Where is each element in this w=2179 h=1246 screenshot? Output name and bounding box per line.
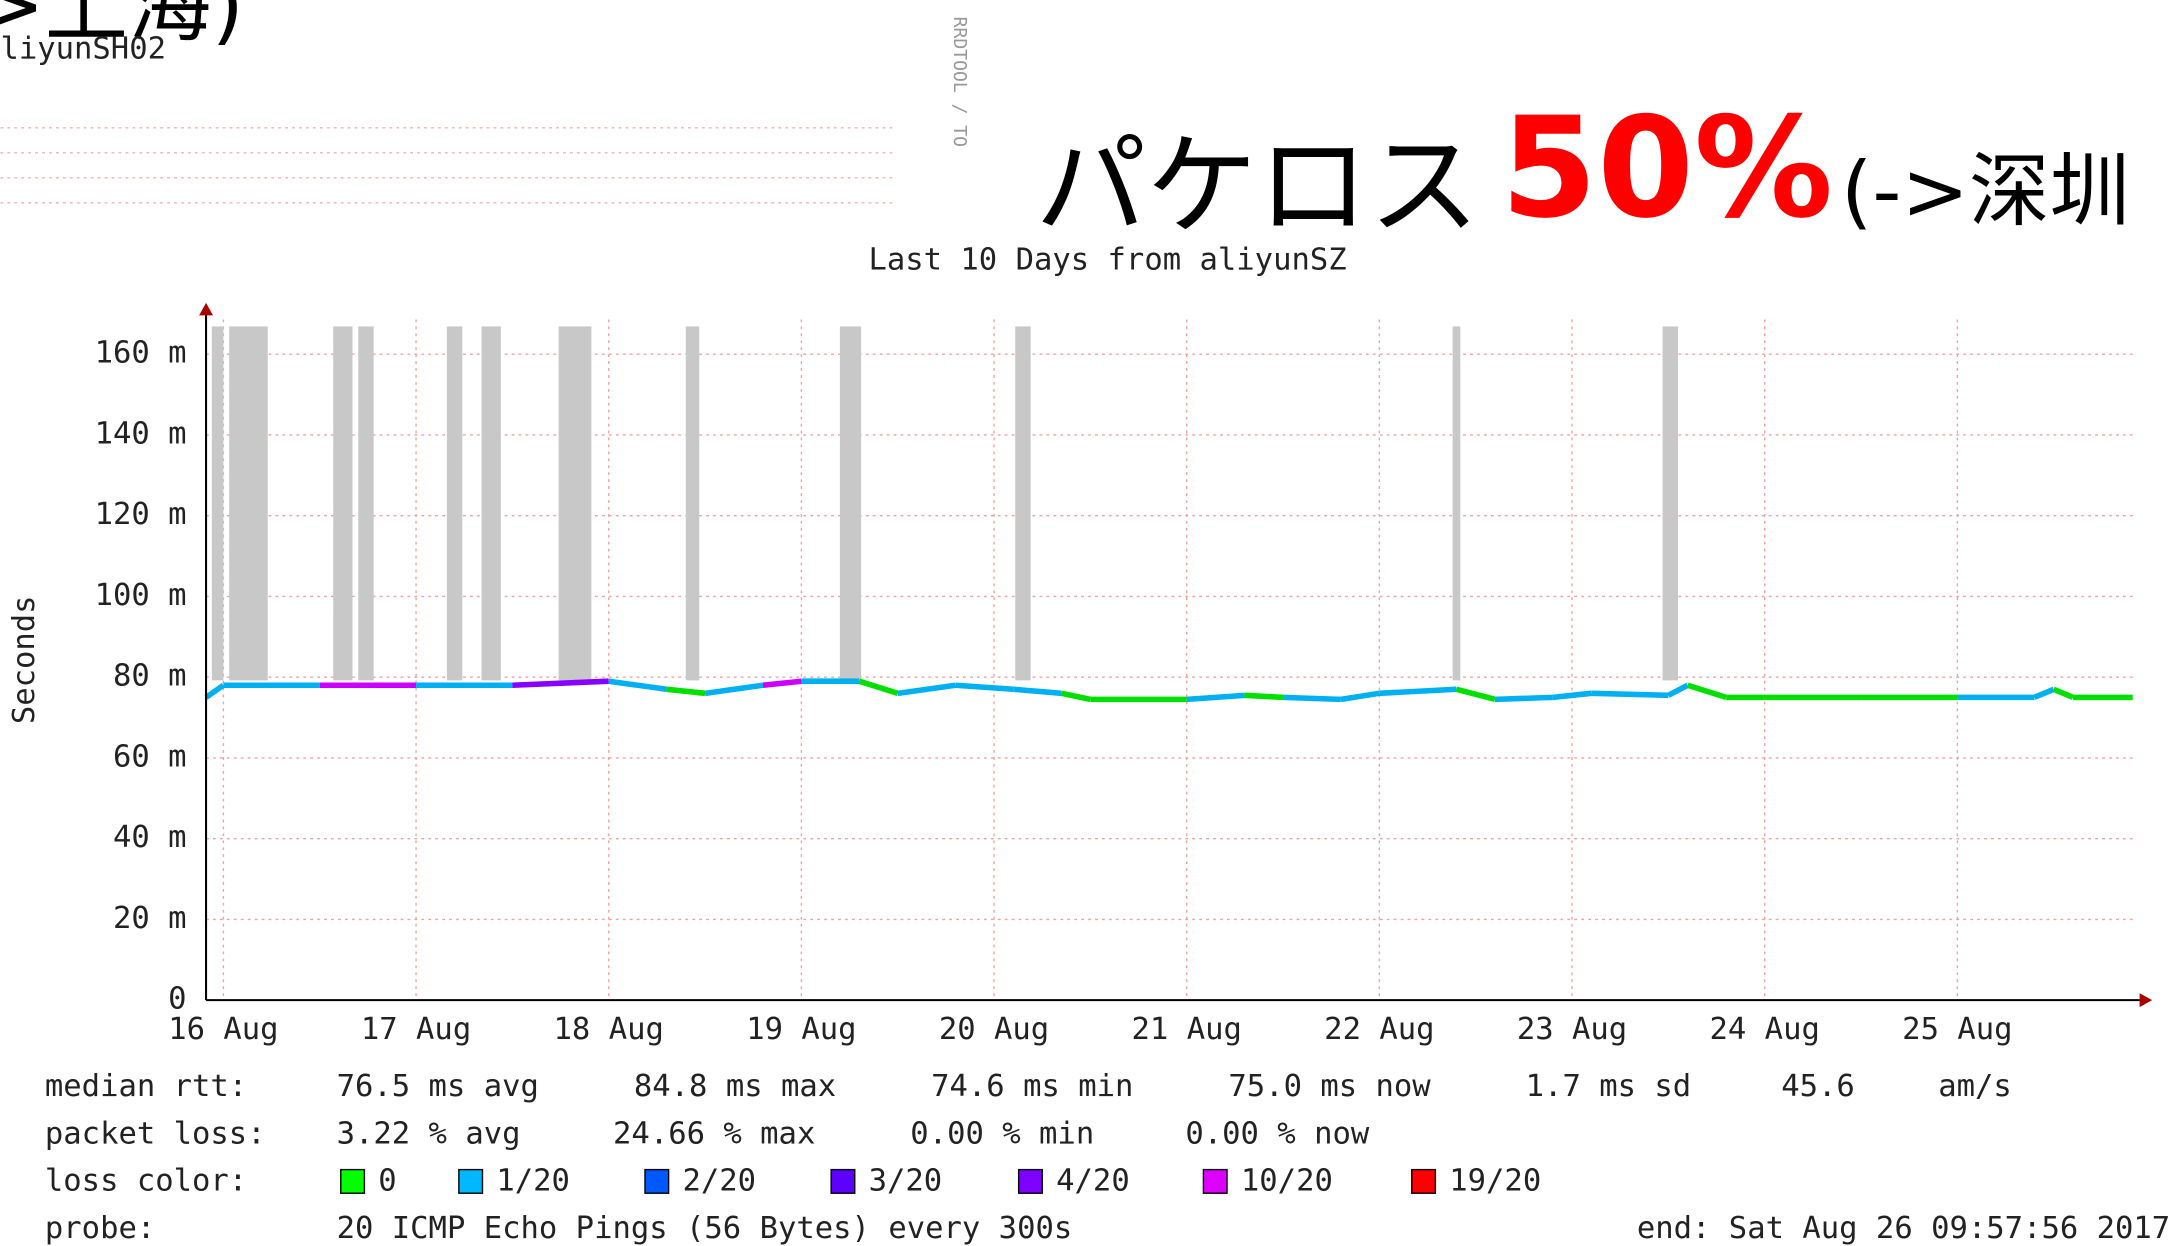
legend-swatch [830,1168,856,1194]
legend-swatch [644,1168,670,1194]
x-tick-label: 16 Aug [168,1012,278,1047]
y-tick-label: 140 m [95,416,187,451]
legend-stat: 3.22 % avg [337,1116,521,1151]
line-segment [2033,686,2055,700]
line-segment [1455,686,1496,703]
left-chart-fragment [0,127,897,204]
legend-stat: 45.6 [1781,1069,1855,1104]
y-tick-label: 0 [168,982,186,1017]
legend-entry: 4/20 [1056,1164,1130,1199]
legend-swatch [1411,1168,1437,1194]
axis-arrow [2139,993,2153,1008]
legend-stat: am/s [1938,1069,2012,1104]
y-tick-label: 60 m [113,739,187,774]
legend-entry: 19/20 [1449,1164,1541,1199]
legend-stat: 76.5 ms avg [337,1069,539,1104]
legend-label: median rtt: [45,1069,247,1104]
y-tick-label: 120 m [95,497,187,532]
line-segment [1060,690,1091,703]
legend-stat: 24.66 % max [613,1116,815,1151]
legend-swatch [1202,1168,1228,1194]
y-tick-label: 80 m [113,659,187,694]
y-axis-label: Seconds [7,595,42,724]
y-tick-label: 100 m [95,578,187,613]
x-tick-label: 25 Aug [1902,1012,2012,1047]
line-segment [1552,690,1592,701]
legend-entry: 0 [378,1164,396,1199]
line-segment [897,682,956,697]
overlay-percent: 50% [1501,87,1833,249]
left-subtitle: liyunSH02 [0,32,166,67]
legend-swatch [340,1168,366,1194]
line-segment [955,682,1014,693]
loss-span [481,326,501,681]
legend-stat: 0.00 % now [1185,1116,1370,1151]
legend-stat: 75.0 ms now [1228,1069,1431,1104]
line-segment [1379,686,1457,697]
line-segment [1667,682,1689,698]
loss-span [358,326,374,681]
legend-label: packet loss: [45,1116,266,1151]
loss-span [1662,326,1679,681]
line-segment [762,678,802,689]
end-time: end: Sat Aug 26 09:57:56 2017 [1637,1211,2170,1246]
legend-stat: 0.00 % min [910,1116,1094,1151]
legend-stat: 1.7 ms sd [1526,1069,1692,1104]
legend-entry: 2/20 [683,1164,757,1199]
line-segment [1591,690,1669,699]
overlay-text: パケロス [1035,123,1479,252]
x-tick-label: 17 Aug [361,1012,471,1047]
loss-span [839,326,862,681]
line-segment [1686,682,1728,701]
loss-span [211,326,224,681]
line-segment [1494,694,1553,703]
line-segment [2052,686,2075,700]
watermark: RRDTOOL / TO [949,17,970,147]
x-tick-label: 24 Aug [1710,1012,1820,1047]
loss-span [333,326,353,681]
legend-entry: 3/20 [869,1164,943,1199]
loss-span [229,326,268,681]
axis-arrow [199,302,213,316]
legend-entry: 1/20 [496,1164,570,1199]
probe-text: 20 ICMP Echo Pings (56 Bytes) every 300s [337,1211,1073,1246]
line-segment [1186,692,1245,703]
chart-title: Last 10 Days from aliyunSZ [868,243,1346,278]
loss-span [1452,326,1461,681]
legend-stat: 74.6 ms min [931,1069,1133,1104]
y-tick-label: 160 m [95,336,187,371]
line-segment [1244,692,1284,701]
x-tick-label: 21 Aug [1132,1012,1242,1047]
loss-span [446,326,463,681]
y-tick-label: 40 m [113,820,187,855]
legend-swatch [1017,1168,1043,1194]
x-tick-label: 20 Aug [939,1012,1049,1047]
loss-span [558,326,592,681]
loss-span [685,326,700,681]
x-tick-label: 19 Aug [746,1012,856,1047]
line-segment [704,682,764,697]
line-segment [1013,686,1062,697]
x-tick-label: 22 Aug [1324,1012,1434,1047]
line-segment [608,678,667,693]
line-segment [1340,690,1380,703]
x-tick-label: 23 Aug [1517,1012,1627,1047]
left-title: ->上海) [0,0,244,54]
line-segment [512,678,609,689]
legend-stat: 84.8 ms max [634,1069,836,1104]
legend-label: probe: [45,1211,155,1246]
line-segment [204,682,225,700]
loss-span [1015,326,1031,681]
x-tick-label: 18 Aug [554,1012,664,1047]
line-segment [666,686,706,697]
line-segment [858,678,899,696]
line-segment [1282,694,1341,703]
legend-swatch [458,1168,484,1194]
y-tick-label: 20 m [113,901,187,936]
overlay-dest: (->深圳 [1841,144,2130,238]
legend-entry: 10/20 [1241,1164,1333,1199]
legend-label: loss color: [45,1164,247,1199]
